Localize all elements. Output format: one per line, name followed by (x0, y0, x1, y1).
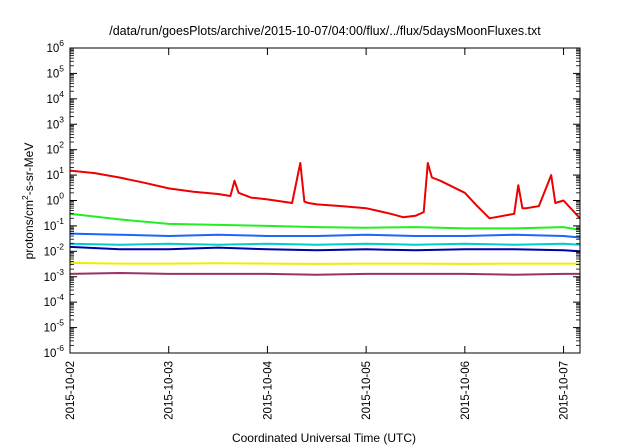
y-tick-label: 101 (46, 165, 64, 182)
series-line-5 (70, 261, 580, 265)
y-tick-label: 106 (46, 38, 64, 55)
y-tick-label: 100 (46, 191, 64, 208)
y-tick-label: 10-3 (44, 267, 65, 284)
y-tick-label: 10-6 (44, 343, 65, 360)
x-tick-label: 2015-10-05 (361, 361, 373, 420)
series-line-2 (70, 232, 580, 239)
y-tick-label: 10-2 (44, 241, 65, 258)
x-axis-label: Coordinated Universal Time (UTC) (232, 431, 416, 445)
x-tick-label: 2015-10-06 (460, 361, 472, 420)
y-axis-label: protons/cm2-s-sr-MeV (20, 143, 36, 260)
y-tick-label: 10-5 (44, 318, 65, 335)
plot-area: 10-6 10-5 10-4 10-3 10-2 10-1 100 101 102 103 104 1… (44, 38, 581, 420)
series-line-3 (70, 242, 580, 246)
x-tick-label: 2015-10-04 (262, 360, 274, 419)
y-tick-label: 105 (46, 63, 64, 80)
x-tick-label: 2015-10-02 (65, 361, 77, 420)
series-line-1 (70, 212, 580, 231)
series-line-6 (70, 272, 580, 276)
y-tick-label: 104 (46, 89, 64, 106)
y-tick-label: 103 (46, 114, 64, 131)
series-line-0 (70, 162, 580, 220)
y-tick-label: 10-4 (44, 292, 65, 309)
chart-title: /data/run/goesPlots/archive/2015-10-07/0… (109, 24, 541, 38)
x-tick-label: 2015-10-07 (559, 361, 571, 420)
y-tick-label: 10-1 (44, 216, 65, 233)
series-line-4 (70, 245, 580, 253)
y-tick-label: 102 (46, 140, 64, 157)
x-tick-label: 2015-10-03 (164, 361, 176, 420)
svg-text:protons/cm2-s-sr-MeV: protons/cm2-s-sr-MeV (20, 143, 36, 260)
plot-frame (69, 47, 581, 354)
